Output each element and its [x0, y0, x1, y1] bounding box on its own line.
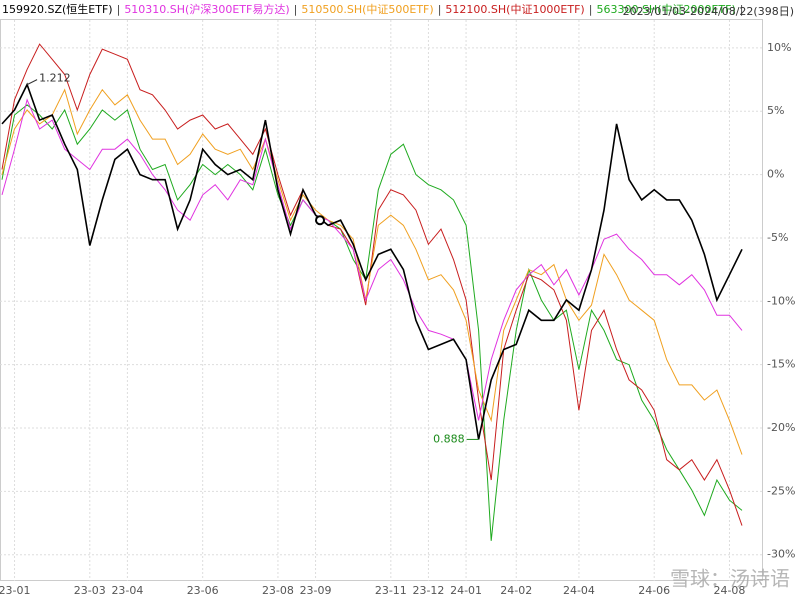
x-tick-label: 24-01: [450, 584, 482, 597]
legend-entry: 510310.SH(沪深300ETF易方达): [124, 3, 290, 16]
y-tick-label: -5%: [767, 231, 788, 244]
cursor-marker: [315, 215, 325, 226]
y-tick-label: -30%: [767, 548, 795, 561]
legend-entry: 563300.SH(中证2000ETF): [596, 3, 736, 16]
x-tick-label: 23-08: [262, 584, 294, 597]
plot-frame: [0, 19, 763, 581]
x-tick-label: 23-03: [74, 584, 106, 597]
separator: |: [739, 3, 744, 16]
y-tick-label: 0%: [767, 168, 784, 181]
annotation-leader: [26, 79, 38, 86]
x-tick-label: 24-04: [563, 584, 595, 597]
x-tick-label: 23-06: [187, 584, 219, 597]
separator: |: [293, 3, 298, 16]
series-line: [1, 82, 743, 440]
series-line: [1, 104, 743, 541]
annotation: 1.212: [39, 72, 71, 85]
x-tick-label: 24-08: [713, 584, 745, 597]
y-tick-label: -10%: [767, 294, 795, 307]
y-tick-label: 5%: [767, 104, 784, 117]
series-line: [1, 98, 743, 421]
x-tick-label: 24-02: [500, 584, 532, 597]
x-tick-label: 24-06: [638, 584, 670, 597]
legend-entry: 159920.SZ(恒生ETF): [2, 3, 113, 16]
watermark: 雪球：汤诗语: [670, 567, 790, 591]
annotation: 0.888: [433, 432, 465, 445]
separator: |: [116, 3, 121, 16]
x-tick-label: 23-11: [375, 584, 407, 597]
date-range: 2023/01/03-2024/08/22(398日): [622, 5, 794, 18]
y-tick-label: -15%: [767, 358, 795, 371]
legend: 159920.SZ(恒生ETF) | 510310.SH(沪深300ETF易方达) |…: [2, 3, 744, 17]
x-tick-label: 23-12: [412, 584, 444, 597]
legend-entry: 512100.SH(中证1000ETF): [445, 3, 585, 16]
series-line: [1, 43, 743, 526]
y-tick-label: -25%: [767, 484, 795, 497]
series-line: [1, 88, 743, 455]
x-tick-label: 23-09: [300, 584, 332, 597]
y-tick-label: -20%: [767, 421, 795, 434]
x-tick-label: 23-01: [0, 584, 31, 597]
y-tick-label: 10%: [767, 41, 791, 54]
x-tick-label: 23-04: [111, 584, 143, 597]
separator: |: [437, 3, 442, 16]
separator: |: [588, 3, 593, 16]
legend-entry: 510500.SH(中证500ETF): [301, 3, 434, 16]
